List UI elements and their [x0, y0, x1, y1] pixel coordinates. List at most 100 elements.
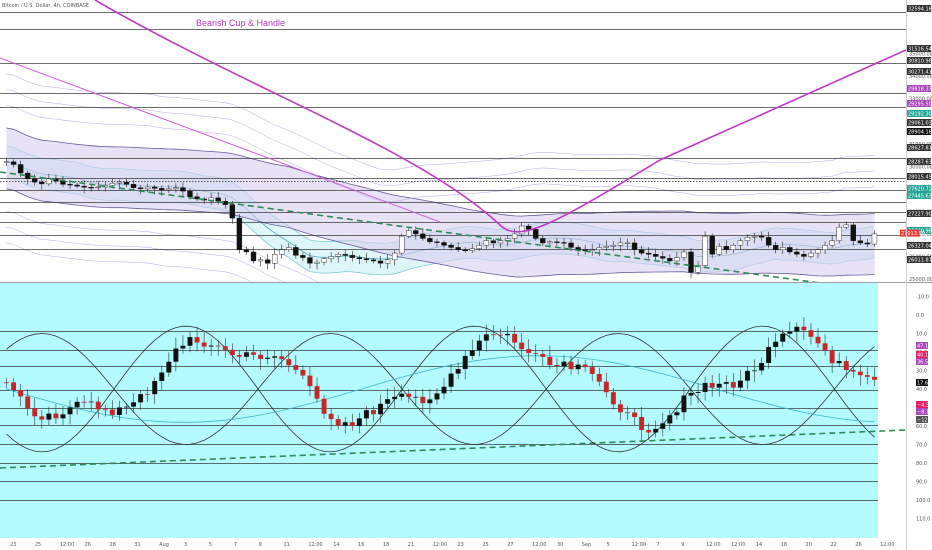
time-tick-label: Sep — [582, 542, 591, 548]
candle-up — [674, 257, 680, 262]
candle-down — [293, 247, 299, 256]
osc-candle-down — [829, 350, 835, 364]
osc-candle-down — [335, 419, 341, 426]
candle-down — [645, 252, 652, 255]
price-tag — [907, 5, 931, 12]
time-tick-label: 25 — [35, 542, 41, 548]
osc-candle-down — [109, 409, 115, 415]
osc-candle-down — [512, 333, 518, 343]
osc-candle-up — [737, 380, 743, 388]
candle-up — [321, 258, 327, 263]
candle-down — [787, 247, 793, 253]
osc-candle-down — [145, 394, 151, 395]
osc-candle-down — [850, 370, 856, 372]
candle-down — [39, 181, 45, 185]
price-tag — [907, 242, 931, 249]
osc-candle-up — [752, 370, 757, 372]
osc-candle-down — [307, 375, 313, 387]
price-tick-label: 35000.00 — [909, 52, 932, 58]
price-tick-label: 25000.00 — [909, 277, 932, 283]
osc-candle-up — [702, 382, 708, 392]
candle-up — [95, 186, 101, 189]
candle-down — [526, 225, 532, 230]
osc-candle-down — [229, 349, 235, 356]
price-tag — [907, 68, 931, 75]
candle-up — [822, 244, 828, 250]
candle-up — [836, 226, 842, 241]
osc-value-tag — [916, 416, 928, 423]
trend-overlays — [0, 0, 907, 284]
osc-candle-up — [124, 406, 129, 408]
osc-candle-down — [300, 369, 306, 376]
price-tag — [907, 45, 931, 52]
candle-up — [871, 233, 878, 245]
candle-up — [681, 251, 687, 258]
price-tag-label: 26327.04 — [908, 244, 932, 250]
time-tick-label: 9 — [259, 542, 262, 548]
time-tick-label: 26 — [855, 542, 861, 548]
osc-candle-down — [81, 401, 87, 403]
time-tick-label: 12:00 — [880, 542, 894, 548]
candle-up — [328, 256, 334, 259]
time-tick-label: 12:00 — [632, 542, 646, 548]
osc-value-tag — [916, 401, 928, 408]
price-tag-label: 31516.54 — [908, 47, 932, 53]
osc-tick-label: 0.0 — [916, 313, 924, 319]
long-band-fill — [6, 128, 875, 277]
osc-candle-up — [363, 410, 369, 419]
osc-candle-down — [236, 355, 242, 357]
osc-candle-up — [681, 395, 687, 413]
osc-tick-label: 60.0 — [916, 424, 927, 430]
time-tick-label: 5 — [607, 542, 610, 548]
candle-down — [801, 254, 807, 257]
time-tick-label: 12:00 — [308, 542, 322, 548]
candle-up — [384, 259, 391, 264]
oscillator-pane[interactable]: 110.0100.090.080.070.060.050.040.030.020… — [0, 283, 932, 538]
osc-candle-up — [272, 356, 278, 358]
candle-down — [434, 241, 440, 243]
time-tick-label: 7 — [234, 542, 237, 548]
candle-down — [67, 184, 73, 186]
price-tag — [907, 256, 931, 263]
candle-up — [497, 240, 504, 244]
osc-tick-label: 90.0 — [916, 480, 927, 486]
osc-signal-line — [6, 355, 875, 423]
candle-up — [744, 237, 751, 241]
osc-candle-up — [448, 373, 454, 387]
time-tick-label: 12:00 — [433, 542, 447, 548]
price-pane[interactable]: Bitcoin / U.S. Dollar, 4h, COINBASE Bear… — [0, 0, 932, 340]
price-tag — [907, 85, 931, 92]
candle-up — [257, 259, 264, 262]
osc-value-label: −8.1 — [917, 410, 929, 416]
price-tag-label: 27445.63 — [908, 194, 932, 200]
candle-up — [279, 249, 285, 255]
candle-up — [3, 161, 10, 163]
osc-candle-up — [131, 402, 137, 407]
candle-down — [441, 242, 447, 246]
osc-candle-up — [342, 422, 348, 426]
osc-value-label: 17.6 — [917, 381, 928, 387]
oscillator-lines — [6, 325, 875, 453]
price-tag — [907, 185, 931, 192]
time-tick-label: 16 — [358, 542, 364, 548]
osc-candle-up — [780, 333, 786, 342]
price-tag-label: 32594.16 — [908, 7, 932, 13]
price-tag — [907, 100, 931, 107]
price-tag — [907, 192, 931, 199]
candle-up — [702, 235, 708, 266]
osc-candle-up — [794, 326, 800, 332]
candle-down — [420, 233, 426, 239]
candle-down — [561, 242, 567, 244]
osc-candle-up — [116, 407, 122, 415]
candle-down — [370, 259, 377, 262]
osc-candle-up — [159, 372, 165, 381]
time-tick-label: 12:00 — [731, 542, 745, 548]
long-band-upper — [6, 127, 875, 217]
price-candles — [3, 157, 878, 279]
price-tag — [907, 158, 931, 165]
candle-down — [187, 190, 193, 197]
osc-candle-up — [476, 340, 482, 351]
price-tag-label: 28904.16 — [908, 130, 932, 136]
osc-candle-down — [95, 401, 101, 410]
